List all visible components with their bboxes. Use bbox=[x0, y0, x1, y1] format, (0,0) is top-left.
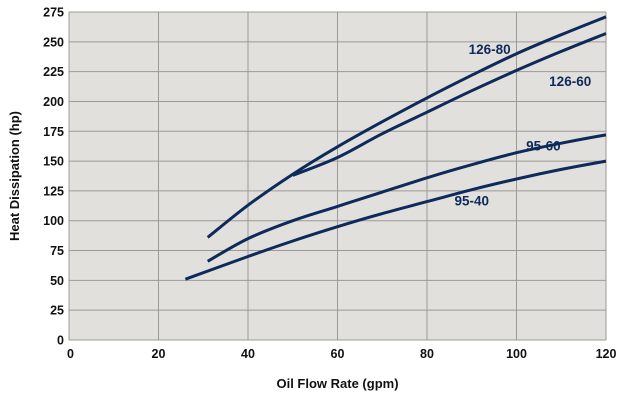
y-tick-label: 50 bbox=[50, 274, 64, 288]
x-tick-label: 0 bbox=[67, 347, 74, 361]
series-line-95-60 bbox=[206, 133, 607, 263]
series-label-95-40: 95-40 bbox=[454, 193, 489, 208]
x-tick-label: 120 bbox=[596, 347, 617, 361]
y-tick-label: 0 bbox=[57, 334, 64, 348]
x-tick-label: 100 bbox=[506, 347, 527, 361]
series-line-95-40 bbox=[184, 159, 607, 281]
series-label-126-80: 126-80 bbox=[469, 42, 511, 57]
x-axis-label: Oil Flow Rate (gpm) bbox=[276, 376, 398, 391]
y-tick-label: 175 bbox=[43, 125, 64, 139]
x-tick-label: 80 bbox=[420, 347, 434, 361]
y-tick-label: 150 bbox=[43, 155, 64, 169]
x-tick-label: 20 bbox=[152, 347, 166, 361]
y-tick-label: 250 bbox=[43, 35, 64, 49]
y-tick-label: 75 bbox=[50, 244, 64, 258]
series-layer bbox=[184, 15, 607, 281]
tick-labels: 0 25 50 75 100 125 150 175 200 225 250 275 0 20 40 60 80… bbox=[43, 6, 616, 362]
y-tick-label: 200 bbox=[43, 95, 64, 109]
y-axis-label: Heat Dissipation (hp) bbox=[7, 111, 22, 241]
y-tick-label: 25 bbox=[50, 304, 64, 318]
y-tick-label: 275 bbox=[43, 6, 64, 20]
series-line-126-60 bbox=[292, 32, 607, 177]
series-label-95-60: 95-60 bbox=[526, 139, 561, 154]
y-tick-label: 225 bbox=[43, 65, 64, 79]
series-labels: 126-80 126-60 95-60 95-40 bbox=[454, 42, 591, 208]
series-label-126-60: 126-60 bbox=[549, 74, 591, 89]
y-tick-label: 100 bbox=[43, 214, 64, 228]
x-tick-label: 40 bbox=[241, 347, 255, 361]
y-tick-label: 125 bbox=[43, 184, 64, 198]
series-line-126-80 bbox=[206, 15, 607, 239]
x-tick-label: 60 bbox=[331, 347, 345, 361]
